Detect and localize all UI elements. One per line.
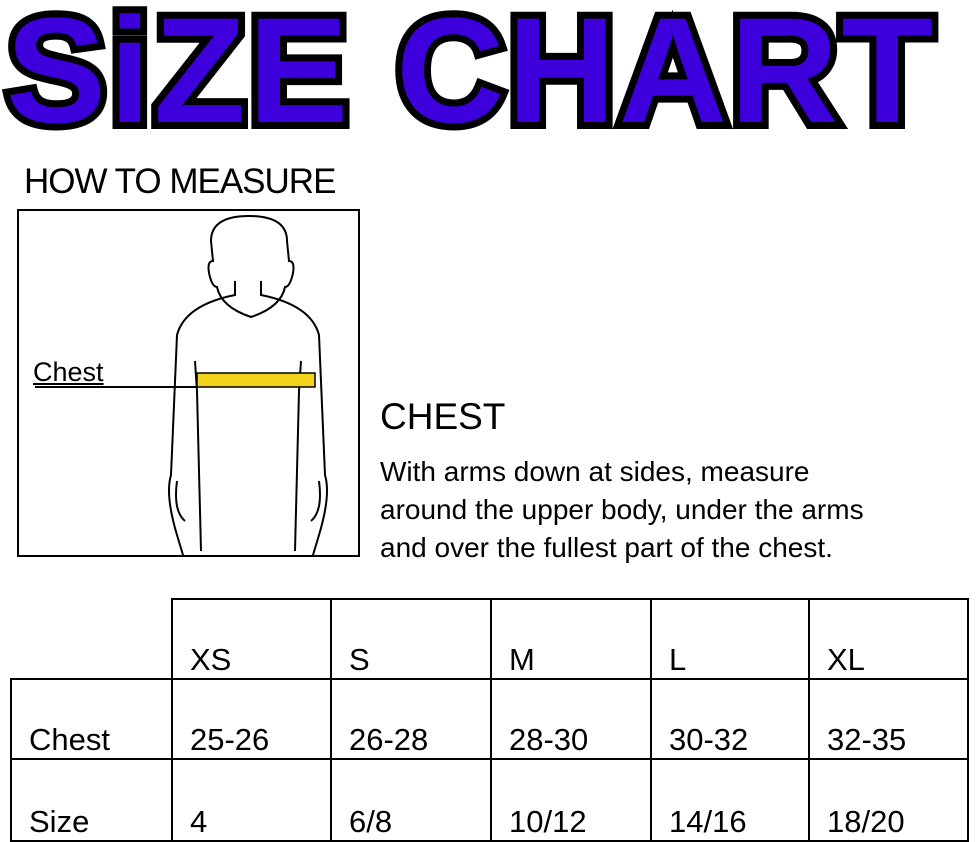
cell-text: 18/20 [827,804,905,839]
chest-description: With arms down at sides, measure around … [380,453,970,567]
row-label: Chest [10,678,173,760]
cell-text: 4 [190,804,208,839]
table-cell: 32-35 [808,678,969,760]
measuring-tape [196,372,316,388]
table-cell: 4 [171,758,332,842]
table-cell: 18/20 [808,758,969,842]
description-line: With arms down at sides, measure [380,456,810,487]
size-header: L [650,598,810,680]
size-header: S [330,598,492,680]
how-to-measure-heading: HOW TO MEASURE [24,162,336,201]
cell-text: Chest [29,722,110,757]
cell-text: 32-35 [827,722,907,757]
description-line: around the upper body, under the arms [380,494,864,525]
table-cell: 6/8 [330,758,492,842]
cell-text: 6/8 [349,804,393,839]
measure-figure: Chest [17,209,360,557]
cell-text: 28-30 [509,722,589,757]
cell-text: 30-32 [669,722,749,757]
row-label: Size [10,758,173,842]
table-cell: 14/16 [650,758,810,842]
cell-text: M [509,642,535,677]
table-cell: 28-30 [490,678,652,760]
cell-text: 14/16 [669,804,747,839]
size-header: XL [808,598,969,680]
table-cell: 26-28 [330,678,492,760]
size-header: XS [171,598,332,680]
table-cell: 25-26 [171,678,332,760]
cell-text: 10/12 [509,804,587,839]
chest-label: Chest [33,357,104,387]
body-illustration [35,214,328,556]
cell-text: L [669,642,687,677]
size-header: M [490,598,652,680]
table-cell: 30-32 [650,678,810,760]
cell-text: Size [29,804,90,839]
chest-heading: CHEST [380,396,506,437]
cell-text: 25-26 [190,722,270,757]
cell-text: XL [827,642,865,677]
description-line: and over the fullest part of the chest. [380,532,833,563]
cell-text: 26-28 [349,722,429,757]
cell-text: S [349,642,370,677]
table-cell: 10/12 [490,758,652,842]
page-title: SiZE CHART [0,0,940,160]
cell-text: XS [190,642,232,677]
